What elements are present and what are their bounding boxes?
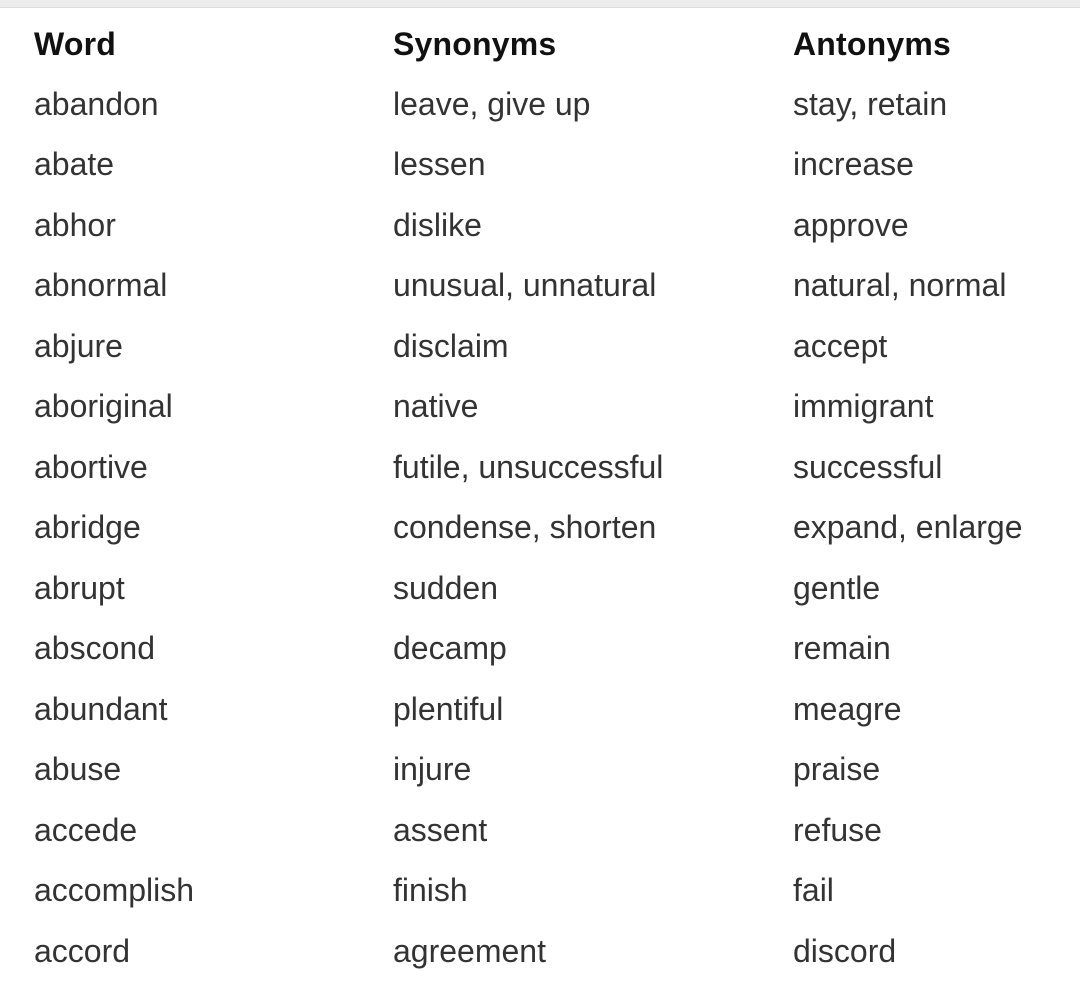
synonyms-cell: native	[393, 388, 479, 425]
word-cell: abortive	[34, 448, 148, 485]
table-row: aboriginal native immigrant	[34, 377, 1080, 438]
word-cell: accomplish	[34, 872, 195, 909]
word-cell: abhor	[34, 206, 116, 243]
synonyms-cell: dislike	[393, 206, 482, 243]
table-row: abate lessen increase	[34, 135, 1080, 196]
word-cell: accede	[34, 811, 138, 848]
table-header-row: Word Synonyms Antonyms	[34, 14, 1080, 74]
synonyms-cell: assent	[393, 811, 488, 848]
synonyms-cell: futile, unsuccessful	[393, 448, 664, 485]
synonyms-cell: condense, shorten	[393, 509, 657, 546]
table-row: abuse injure praise	[34, 740, 1080, 801]
antonyms-cell: increase	[793, 146, 914, 183]
antonyms-cell: stay, retain	[793, 85, 948, 122]
synonyms-cell: finish	[393, 872, 468, 909]
synonyms-cell: unusual, unnatural	[393, 267, 657, 304]
antonyms-cell: expand, enlarge	[793, 509, 1023, 546]
antonyms-cell: gentle	[793, 569, 881, 606]
word-cell: abnormal	[34, 267, 168, 304]
table-row: abscond decamp remain	[34, 619, 1080, 680]
antonyms-cell: praise	[793, 751, 881, 788]
word-cell: abscond	[34, 630, 155, 667]
table-row: abhor dislike approve	[34, 195, 1080, 256]
antonyms-cell: fail	[793, 872, 834, 909]
word-cell: accord	[34, 932, 131, 969]
antonyms-cell: natural, normal	[793, 267, 1007, 304]
table-row: abundant plentiful meagre	[34, 679, 1080, 740]
synonyms-cell: sudden	[393, 569, 498, 606]
synonyms-cell: disclaim	[393, 327, 509, 364]
antonyms-cell: remain	[793, 630, 891, 667]
antonyms-cell: accept	[793, 327, 888, 364]
antonyms-cell: successful	[793, 448, 943, 485]
antonyms-cell: immigrant	[793, 388, 934, 425]
table-row: abridge condense, shorten expand, enlarge	[34, 498, 1080, 559]
antonyms-cell: discord	[793, 932, 897, 969]
synonyms-cell: lessen	[393, 146, 486, 183]
word-cell: abuse	[34, 751, 122, 788]
table-row: abjure disclaim accept	[34, 316, 1080, 377]
synonyms-cell: plentiful	[393, 690, 504, 727]
word-cell: abridge	[34, 509, 141, 546]
synonyms-cell: leave, give up	[393, 85, 591, 122]
word-cell: abrupt	[34, 569, 125, 606]
table-row: accede assent refuse	[34, 800, 1080, 861]
header-word: Word	[34, 25, 116, 62]
synonyms-cell: decamp	[393, 630, 507, 667]
table-row: abnormal unusual, unnatural natural, norma…	[34, 256, 1080, 317]
synonyms-antonyms-table: Word Synonyms Antonyms abandon leave, giv…	[34, 14, 1080, 982]
word-cell: abate	[34, 146, 115, 183]
antonyms-cell: approve	[793, 206, 909, 243]
antonyms-cell: refuse	[793, 811, 882, 848]
synonyms-cell: agreement	[393, 932, 546, 969]
antonyms-cell: meagre	[793, 690, 902, 727]
word-cell: abandon	[34, 85, 159, 122]
word-cell: aboriginal	[34, 388, 173, 425]
table-row: accomplish finish fail	[34, 861, 1080, 922]
table-row: abortive futile, unsuccessful successful	[34, 437, 1080, 498]
table-body: abandon leave, give up stay, retain abate le…	[34, 74, 1080, 982]
word-cell: abjure	[34, 327, 123, 364]
header-synonyms: Synonyms	[393, 25, 557, 62]
word-cell: abundant	[34, 690, 168, 727]
table-row: abrupt sudden gentle	[34, 558, 1080, 619]
table-row: abandon leave, give up stay, retain	[34, 74, 1080, 135]
table-row: accord agreement discord	[34, 921, 1080, 982]
synonyms-cell: injure	[393, 751, 472, 788]
top-divider	[0, 0, 1080, 8]
header-antonyms: Antonyms	[793, 25, 952, 62]
